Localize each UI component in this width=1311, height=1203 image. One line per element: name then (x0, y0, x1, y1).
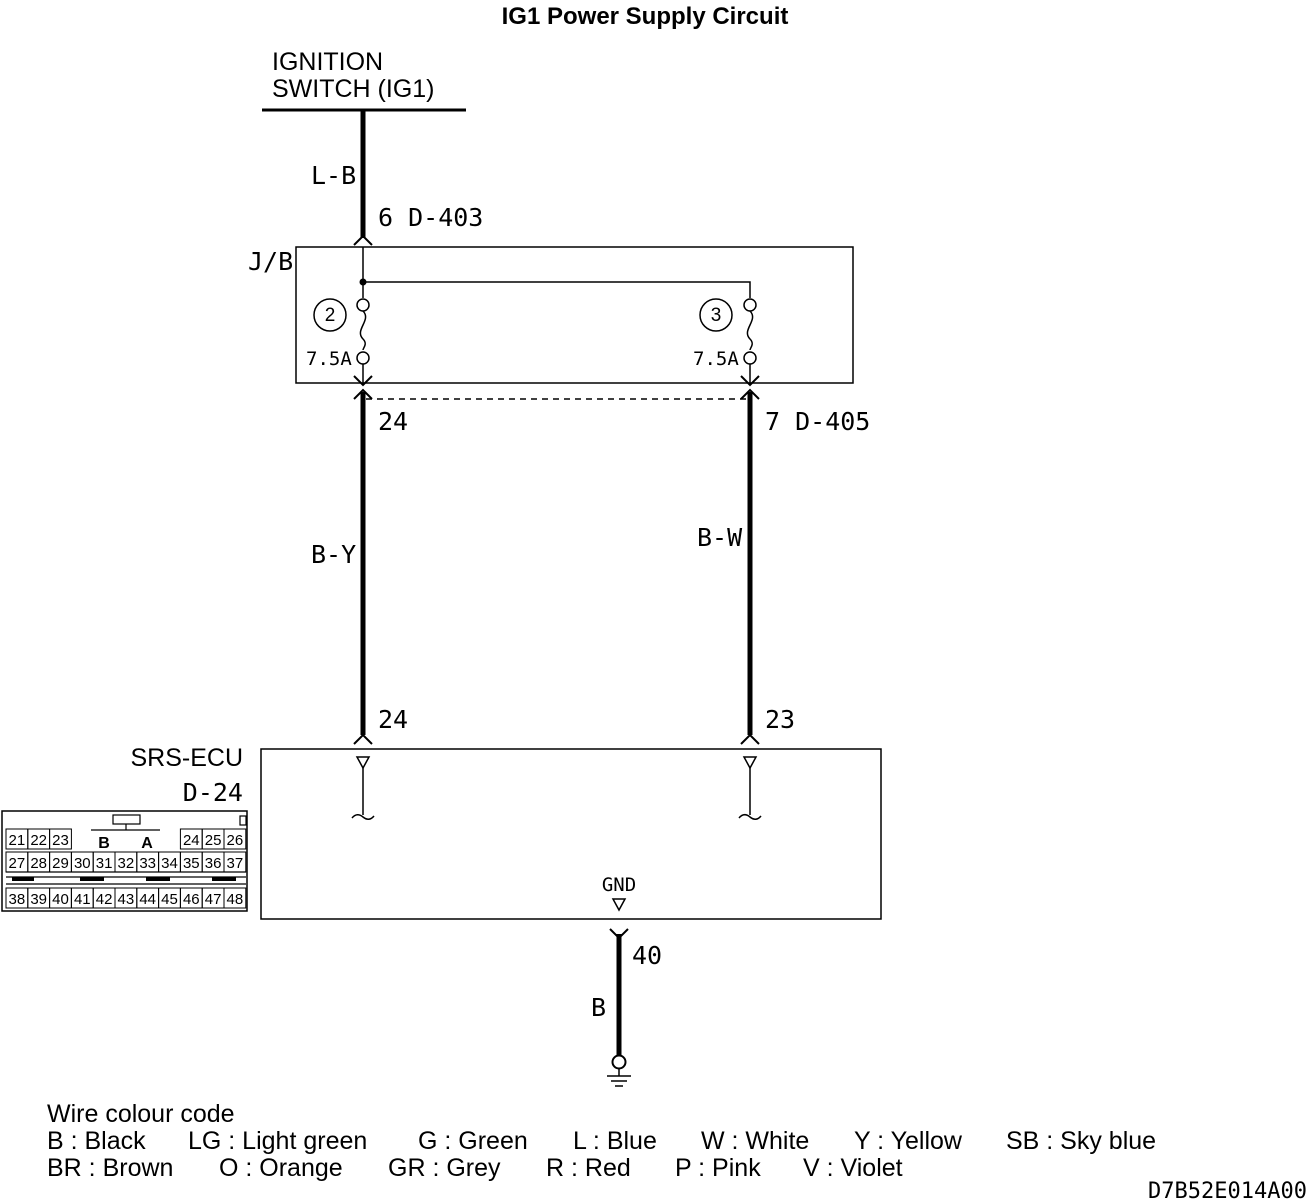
gnd-terminal-icon (611, 898, 627, 912)
fuse-3-rating: 7.5A (693, 348, 739, 370)
connector-pin-number: 44 (139, 891, 156, 908)
ignition-switch-label-line2: SWITCH (IG1) (272, 75, 435, 103)
srs-ecu-box (260, 748, 882, 920)
legend-item: GR : Grey (388, 1154, 501, 1182)
fuse-3 (743, 298, 757, 383)
legend-item: B : Black (47, 1127, 146, 1155)
connector-pin-number: 32 (118, 855, 135, 872)
wire-label-ground: B (591, 993, 606, 1022)
connector-pin-number: 36 (205, 855, 222, 872)
connector-symbol-jb-in (353, 234, 373, 246)
connector-pin-number: 25 (205, 832, 222, 849)
connector-pin-number: 46 (183, 891, 200, 908)
connector-symbol-jb-out-left-a (353, 375, 373, 387)
ecu-terminal-23 (738, 756, 762, 820)
legend-item: Y : Yellow (854, 1127, 963, 1155)
connector-symbol-jb-out-right-a (740, 375, 760, 387)
connector-pin-number: 37 (227, 855, 244, 872)
connector-ecu-right: 23 (765, 705, 795, 734)
junction-block (295, 246, 854, 384)
connector-cavity (223, 828, 247, 850)
connector-pin-number: 43 (118, 891, 135, 908)
connector-pin-number: 34 (161, 855, 178, 872)
connector-pin-number: 26 (227, 832, 244, 849)
legend-item: L : Blue (573, 1127, 657, 1155)
legend-item: V : Violet (803, 1154, 903, 1182)
connector-pin-number: 40 (52, 891, 69, 908)
wire-label-left: B-Y (311, 540, 356, 569)
legend-heading: Wire colour code (47, 1100, 235, 1128)
connector-key-label: B (98, 835, 110, 852)
connector-pin-number: 31 (96, 855, 113, 872)
connector-pin-number: 27 (9, 855, 26, 872)
ecu-connector-code: D-24 (183, 778, 243, 807)
connector-pin-number: 30 (74, 855, 91, 872)
connector-pin-number: 38 (9, 891, 26, 908)
connector-cavity (223, 851, 247, 873)
connector-jb-out-left: 24 (378, 407, 408, 436)
gnd-label: GND (602, 874, 636, 896)
fuse-2-number-circle (313, 298, 347, 332)
connector-face-d-24: 21 22 23 B A 24 25 26 27 28 29 30 31 32 33 34 35 36 37 38 39… (1, 810, 248, 912)
connector-pin-number: 33 (139, 855, 156, 872)
wire-label-right: B-W (697, 523, 743, 552)
ground-icon (607, 1069, 631, 1087)
connector-symbol-ecu-right (740, 733, 760, 745)
fuse-3-number-circle (699, 298, 733, 332)
connector-pin-number: 23 (52, 832, 69, 849)
legend-item: P : Pink (675, 1154, 761, 1182)
ecu-terminal-24 (351, 756, 375, 820)
fuse-2-number: 2 (325, 305, 336, 326)
connector-pin-number: 35 (183, 855, 200, 872)
connector-pin-number: 24 (183, 832, 200, 849)
connector-pin-number: 45 (161, 891, 178, 908)
connector-pin-number: 29 (52, 855, 69, 872)
ground-point (611, 1054, 627, 1070)
legend-item: W : White (701, 1127, 809, 1155)
connector-cavity (223, 887, 247, 909)
connector-symbol-jb-out-left-b (353, 388, 373, 400)
figure-code: D7B52E014A00 (1148, 1179, 1307, 1203)
connector-jb-in: 6 D-403 (378, 203, 483, 232)
fuse-2-rating: 7.5A (306, 348, 352, 370)
ecu-name: SRS-ECU (130, 744, 243, 772)
connector-pin-number: 48 (227, 891, 244, 908)
jb-internal-wire-right (363, 281, 751, 298)
legend-item: O : Orange (219, 1154, 343, 1182)
legend-item: LG : Light green (188, 1127, 367, 1155)
fuse-3-number: 3 (711, 305, 722, 326)
legend-item: SB : Sky blue (1006, 1127, 1156, 1155)
wire-label-top: L-B (311, 161, 356, 190)
connector-pin-number: 39 (30, 891, 47, 908)
legend-item: R : Red (546, 1154, 631, 1182)
legend-item: BR : Brown (47, 1154, 173, 1182)
connector-ecu-left: 24 (378, 705, 408, 734)
diagram-title: IG1 Power Supply Circuit (502, 3, 789, 30)
ignition-switch-label-line1: IGNITION (272, 48, 383, 76)
fuse-2 (356, 298, 370, 383)
connector-pin-number: 21 (9, 832, 26, 849)
connector-pin-number: 22 (30, 832, 47, 849)
connector-pin-number: 28 (30, 855, 47, 872)
connector-cavity (49, 828, 72, 850)
connector-pin-number: 47 (205, 891, 222, 908)
connector-key-label: A (141, 835, 153, 852)
connector-symbol-jb-out-right-b (740, 388, 760, 400)
connector-jb-out-right: 7 D-405 (765, 407, 870, 436)
junction-block-label: J/B (248, 247, 293, 276)
legend-item: G : Green (418, 1127, 528, 1155)
connector-pin-number: 42 (96, 891, 113, 908)
connector-ground-pin: 40 (632, 941, 662, 970)
connector-pin-number: 41 (74, 891, 91, 908)
connector-symbol-ecu-left (353, 733, 373, 745)
